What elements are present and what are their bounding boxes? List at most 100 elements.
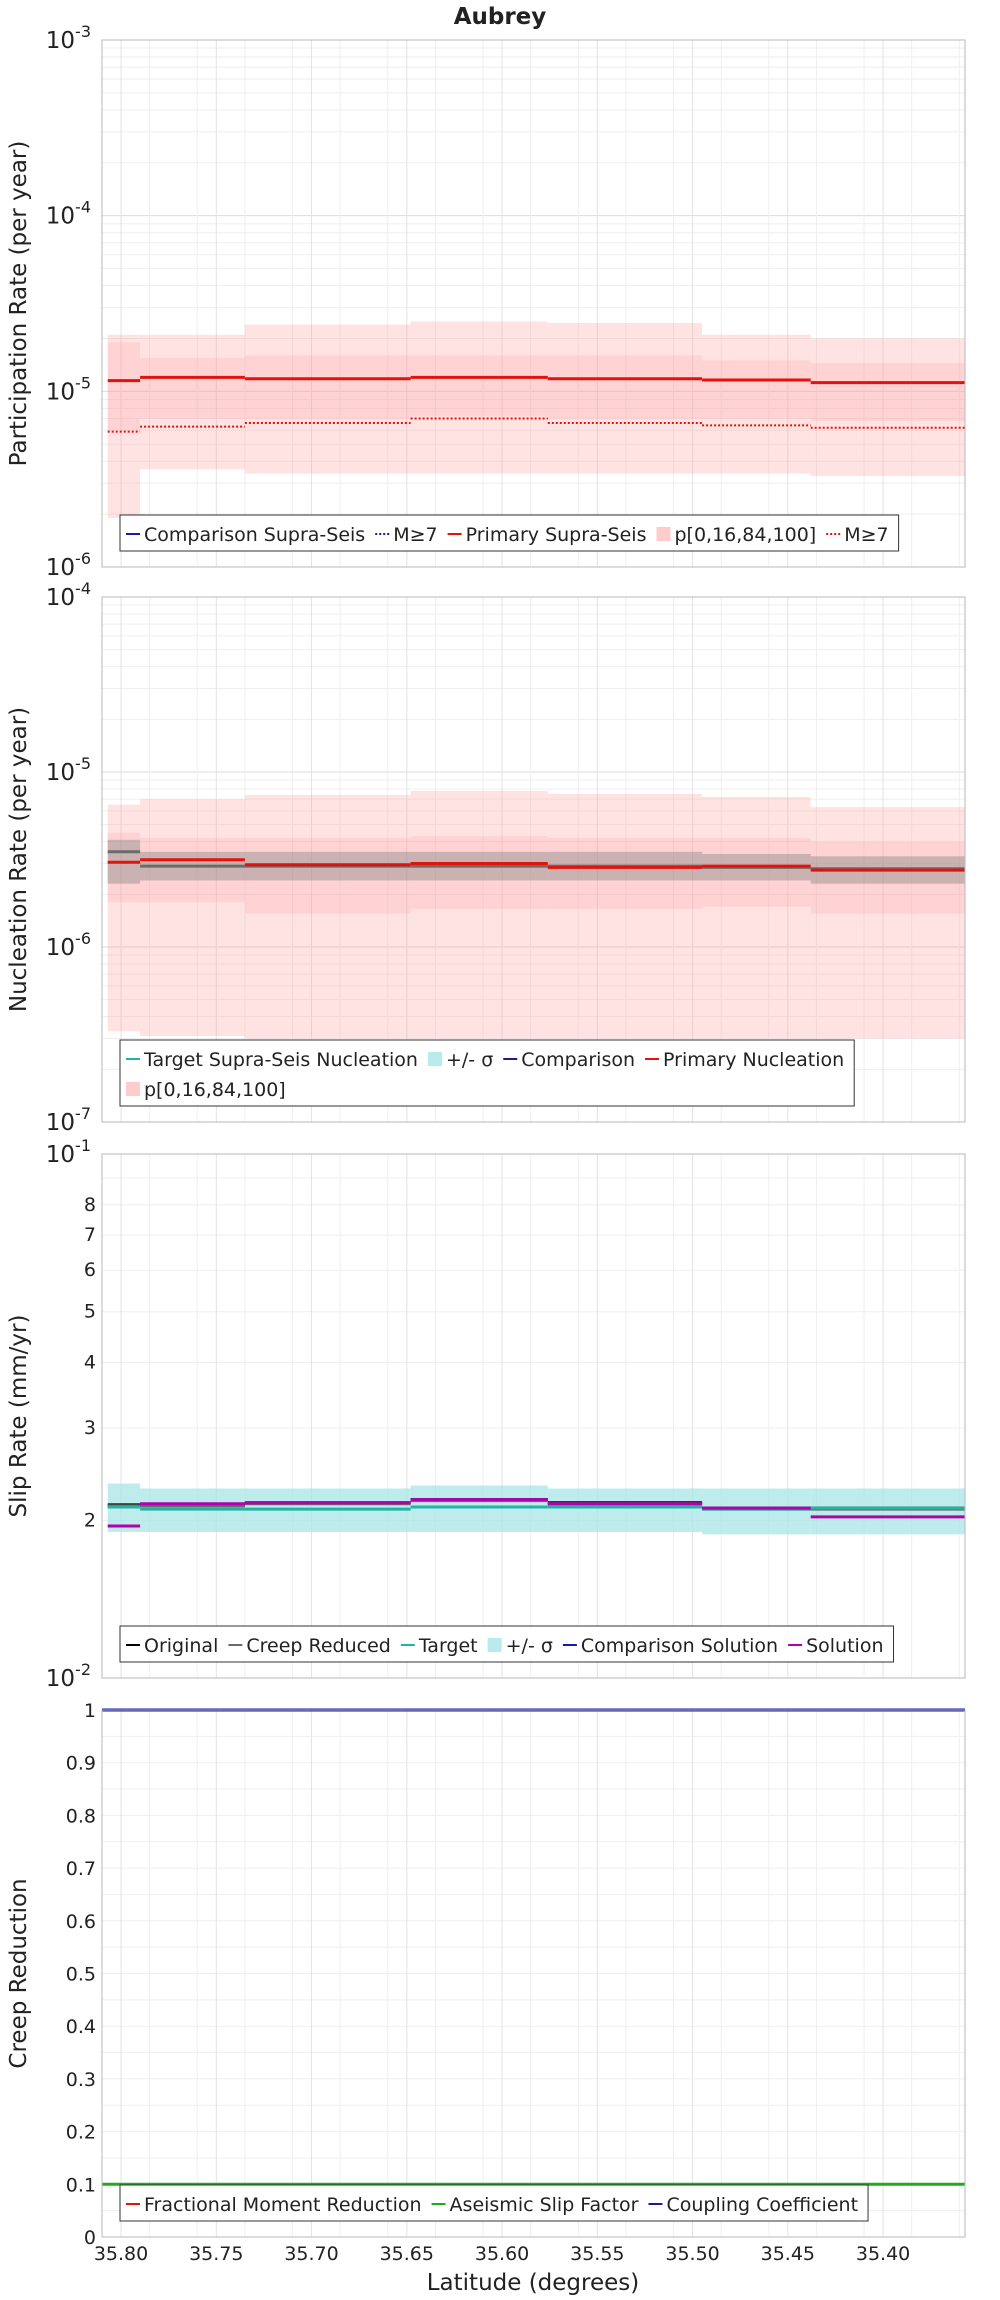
legend: Original Creep Reduced Target +/- σ Comparis… — [119, 1625, 894, 1663]
band-segment — [107, 334, 141, 519]
legend-box — [119, 1625, 894, 1663]
legend-item: Target Supra-Seis Nucleation — [126, 1049, 418, 1071]
legend-label: p[0,16,84,100] — [674, 524, 816, 546]
legend-box — [119, 514, 900, 552]
legend-label: Creep Reduced — [246, 1635, 390, 1657]
x-tick-label: 35.65 — [380, 2243, 434, 2265]
y-tick-labels: 10-4 10-5 10-6 10-7 — [46, 579, 91, 1136]
y-minor-tick-label: 6 — [84, 1259, 96, 1281]
y-minor-tick-label: 7 — [84, 1224, 96, 1246]
legend-label: Comparison Supra-Seis — [144, 524, 365, 546]
legend-swatch — [427, 1052, 442, 1066]
legend-item: Comparison Solution — [562, 1635, 778, 1657]
band-segment — [410, 790, 548, 1039]
y-minor-tick-label: 5 — [84, 1301, 96, 1323]
band-segment — [702, 334, 811, 474]
legend-swatch — [487, 1638, 502, 1652]
legend-label: Original — [144, 1635, 218, 1657]
y-tick-label: 0.1 — [66, 2174, 96, 2196]
grid — [101, 40, 965, 568]
plot-frame — [101, 1153, 966, 1679]
band-segment — [810, 1488, 965, 1535]
legend-item: Target — [400, 1635, 478, 1657]
y-tick-label: 0.5 — [66, 1964, 96, 1986]
x-tick-label: 35.50 — [665, 2243, 719, 2265]
legend-label: Comparison — [521, 1049, 635, 1071]
x-tick-label: 35.75 — [189, 2243, 243, 2265]
band-segment — [107, 832, 141, 903]
band-segment — [107, 342, 141, 431]
panel-3: 10-1 10-2 8 7 6 5 4 3 2 Slip Rate (mm/yr) Original… — [6, 1136, 966, 1692]
band-segment — [547, 1488, 703, 1532]
y-tick-labels: 10-3 10-4 10-5 10-6 — [46, 22, 91, 581]
legend-label: +/- σ — [506, 1635, 553, 1657]
plot-area — [102, 40, 965, 567]
x-tick-label: 35.70 — [284, 2243, 338, 2265]
y-tick-label: 10-5 — [46, 754, 91, 786]
band-segment — [244, 837, 411, 914]
band-segment — [810, 362, 965, 421]
series-primary-nucleation — [107, 858, 965, 872]
legend-label: Comparison Solution — [581, 1635, 778, 1657]
y-tick-label: 10-1 — [46, 1136, 91, 1168]
legend-label: M≥7 — [393, 524, 437, 546]
y-tick-label: 0.7 — [66, 1858, 96, 1880]
y-axis-label: Slip Rate (mm/yr) — [6, 1315, 32, 1518]
series-primary-supra-seis — [107, 375, 965, 385]
legend-label: Fractional Moment Reduction — [144, 2194, 422, 2216]
x-tick-label: 35.55 — [570, 2243, 624, 2265]
legend-label: Primary Supra-Seis — [466, 524, 647, 546]
legend-item: Creep Reduced — [228, 1635, 391, 1657]
panel-1: 10-3 10-4 10-5 10-6 Participation Rate (per … — [6, 22, 966, 581]
band-segment — [410, 321, 548, 474]
legend: Target Supra-Seis Nucleation +/- σ Compari… — [119, 1039, 855, 1107]
y-tick-labels: 1 0.9 0.8 0.7 0.6 0.5 0.4 0.3 0.2 0.1 0 — [66, 1700, 96, 2249]
legend-label: +/- σ — [446, 1049, 493, 1071]
y-tick-label: 0 — [84, 2227, 96, 2249]
band-segment — [107, 804, 141, 1032]
band-segment — [140, 334, 245, 470]
y-axis-label: Creep Reduction — [6, 1878, 32, 2068]
uncertainty-band — [107, 321, 965, 519]
y-tick-label: 10-6 — [46, 929, 91, 961]
panel-2: 10-4 10-5 10-6 10-7 Nucleation Rate (per yea… — [6, 579, 966, 1136]
x-tick-label: 35.60 — [475, 2243, 529, 2265]
grid — [101, 1709, 965, 2238]
legend-item: Solution — [788, 1635, 884, 1657]
legend-label: Target Supra-Seis Nucleation — [143, 1049, 418, 1071]
legend-item: Coupling Coefficient — [648, 2194, 858, 2216]
band-segment — [810, 807, 965, 1039]
y-tick-label: 0.9 — [66, 1753, 96, 1775]
plot-area — [102, 597, 965, 1122]
band-segment — [702, 360, 811, 419]
band-segment — [547, 355, 703, 419]
band-segment — [244, 794, 411, 1039]
legend-swatch — [656, 527, 671, 541]
band-segment — [702, 1488, 811, 1535]
chart-title: Aubrey — [454, 4, 547, 30]
legend-item: +/- σ — [487, 1635, 553, 1657]
legend-item: M≥7 — [375, 524, 438, 546]
series-m-7 — [107, 417, 965, 433]
legend-item: Fractional Moment Reduction — [126, 2194, 422, 2216]
band-segment — [140, 837, 245, 903]
legend-box — [119, 2184, 869, 2222]
legend-label: Target — [418, 1635, 478, 1657]
legend-item: Comparison Supra-Seis — [126, 524, 365, 546]
y-tick-label: 10-3 — [46, 22, 91, 54]
x-tick-label: 35.40 — [856, 2243, 910, 2265]
x-axis-label: Latitude (degrees) — [427, 2270, 640, 2296]
legend-item: Aseismic Slip Factor — [431, 2194, 639, 2216]
plot-frame — [101, 39, 966, 568]
y-tick-label: 10-4 — [46, 579, 91, 611]
plot-frame — [101, 596, 966, 1123]
uncertainty-band — [107, 790, 965, 1039]
y-tick-label: 1 — [84, 1700, 96, 1722]
y-minor-tick-label: 4 — [84, 1352, 96, 1374]
y-tick-label: 10-2 — [46, 1660, 91, 1692]
legend-box — [119, 1039, 855, 1107]
panel-4: 1 0.9 0.8 0.7 0.6 0.5 0.4 0.3 0.2 0.1 0 Creep Reduc… — [6, 1700, 966, 2265]
band-segment — [810, 338, 965, 476]
legend-swatch — [126, 1082, 140, 1096]
